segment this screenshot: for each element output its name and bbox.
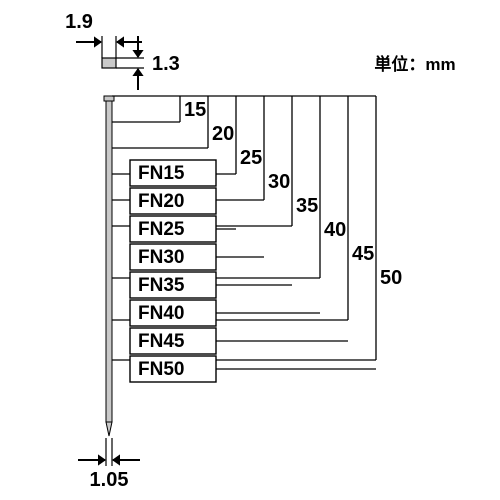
model-label-fn15: FN15 xyxy=(138,163,185,184)
length-label-25: 25 xyxy=(240,147,262,169)
nail-shaft xyxy=(106,101,112,422)
length-label-30: 30 xyxy=(268,171,290,193)
model-label-fn20: FN20 xyxy=(138,191,184,212)
length-label-20: 20 xyxy=(212,123,234,145)
length-label-40: 40 xyxy=(324,219,346,241)
length-label-45: 45 xyxy=(352,243,374,265)
unit-label: 単位：mm xyxy=(374,54,455,74)
nail-head xyxy=(104,96,114,101)
dim-head-width: 1.9 xyxy=(65,11,93,33)
model-label-fn25: FN25 xyxy=(138,219,185,240)
model-label-fn40: FN40 xyxy=(138,303,184,324)
dim-shaft-width: 1.05 xyxy=(90,469,129,491)
nail-tip xyxy=(106,422,112,436)
model-label-fn35: FN35 xyxy=(138,275,185,296)
model-label-fn50: FN50 xyxy=(138,359,184,380)
length-label-35: 35 xyxy=(296,195,318,217)
model-label-fn45: FN45 xyxy=(138,331,185,352)
length-label-15: 15 xyxy=(184,99,206,121)
model-label-fn30: FN30 xyxy=(138,247,184,268)
dim-head-height: 1.3 xyxy=(152,53,180,75)
length-label-50: 50 xyxy=(380,267,402,289)
head-rect xyxy=(102,58,116,68)
